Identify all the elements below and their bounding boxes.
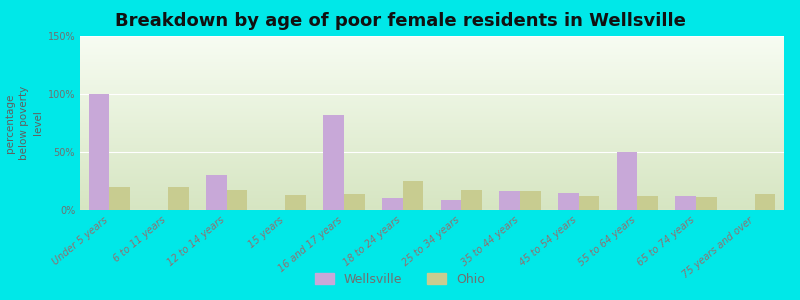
- Bar: [696, 197, 717, 210]
- Bar: [168, 187, 189, 210]
- Bar: [754, 194, 775, 210]
- Bar: [402, 181, 423, 210]
- Bar: [462, 190, 482, 210]
- Bar: [286, 195, 306, 210]
- Text: Breakdown by age of poor female residents in Wellsville: Breakdown by age of poor female resident…: [114, 12, 686, 30]
- Bar: [382, 198, 402, 210]
- Bar: [323, 115, 344, 210]
- Bar: [89, 94, 110, 210]
- Bar: [206, 175, 226, 210]
- Bar: [441, 200, 462, 210]
- Bar: [344, 194, 365, 210]
- Bar: [617, 152, 638, 210]
- Bar: [675, 196, 696, 210]
- Bar: [110, 187, 130, 210]
- Bar: [638, 196, 658, 210]
- Y-axis label: percentage
below poverty
level: percentage below poverty level: [6, 86, 43, 160]
- Bar: [499, 191, 520, 210]
- Bar: [520, 191, 541, 210]
- Bar: [558, 193, 578, 210]
- Legend: Wellsville, Ohio: Wellsville, Ohio: [310, 268, 490, 291]
- Bar: [226, 190, 247, 210]
- Bar: [578, 196, 599, 210]
